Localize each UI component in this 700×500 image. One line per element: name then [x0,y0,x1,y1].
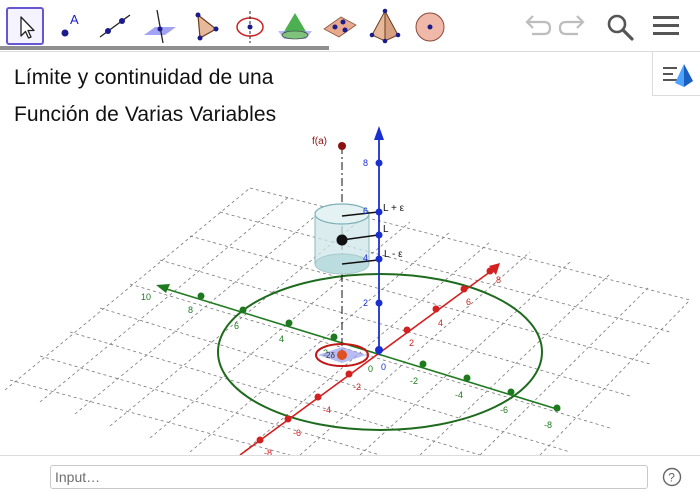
graphics-style-icon [663,64,693,87]
z-tick-label: 4 [363,253,368,263]
graphics-style-bar-button[interactable] [652,52,700,96]
y-tick-label: 10 [141,292,151,302]
x-tick-label: -8 [264,448,272,455]
polygon-tool-button[interactable] [186,7,224,45]
undo-icon [525,15,552,36]
x-tick-label: -4 [323,405,331,415]
y-tick-label: 4 [279,334,284,344]
fa-point[interactable] [338,142,346,150]
plane-three-points-tool-button[interactable] [321,7,359,45]
y-axis-ticks [197,292,561,412]
toolbar-progress-bar [0,46,329,50]
sphere-icon [415,12,445,42]
help-icon: ? [662,467,682,487]
domain-circle[interactable] [217,273,543,431]
input-field[interactable] [50,465,648,489]
search-button[interactable] [602,8,638,44]
line-icon [99,14,131,38]
fa-label: f(a) [312,136,327,147]
l-plus-segment [341,211,379,217]
y-tick-label: -8 [544,420,552,430]
toolbar-divider [0,51,700,52]
cone-icon [278,13,312,40]
title-line-2: Función de Varias Variables [14,103,277,126]
y-tick-label: 6 [234,321,239,331]
menu-button[interactable] [648,8,684,44]
point-a[interactable] [337,350,347,360]
circle-axis-icon [236,11,264,43]
z-tick-label: 2 [363,298,368,308]
cursor-arrow-icon [20,16,35,39]
origin-label-y: 0 [368,364,373,374]
point-tool-label: A [70,12,79,27]
x-axis-arrow [489,263,500,275]
sphere-tool-button[interactable] [411,7,449,45]
x-tick-label: 8 [496,275,501,285]
line-tool-button[interactable] [96,7,134,45]
point-tool-button[interactable]: A [50,7,88,45]
input-help-button[interactable]: ? [662,467,682,487]
y-tick-label: -6 [500,405,508,415]
point-l[interactable] [336,234,348,246]
y-tick-label: -2 [410,376,418,386]
z-axis-arrow [374,126,384,140]
delta-label: 2δ [326,351,335,360]
menu-icon [653,16,679,35]
plane-line-icon [144,9,176,44]
graphics-view-3d[interactable]: 10 8 6 4 2 -2 -4 -6 -8 -8 -6 -4 -2 2 4 6… [0,52,700,455]
l-label: L [383,224,389,235]
redo-icon [558,15,585,36]
epsilon-cylinder[interactable] [314,203,370,275]
pyramid-icon [369,8,401,44]
y-tick-label: 8 [188,305,193,315]
x-tick-label: -6 [293,428,301,438]
svg-text:?: ? [668,471,675,485]
undo-button[interactable] [518,8,554,44]
plane-points-icon [323,16,357,38]
x-axis[interactable] [239,265,499,455]
xy-plane-grid [4,187,691,455]
search-icon [607,14,634,41]
l-plus-epsilon-label: L + ε [383,203,405,214]
x-tick-label: -2 [353,382,361,392]
circle-axis-tool-button[interactable] [231,7,269,45]
z-axis-ticks [375,159,383,354]
y-axis-arrow [156,284,170,293]
point-icon: A [61,12,79,37]
l-segment [341,234,379,241]
pyramid-tool-button[interactable] [366,7,404,45]
l-minus-segment [341,259,379,265]
y-tick-label: -4 [455,390,463,400]
toolbar: A [0,0,700,52]
z-tick-label: 8 [363,158,368,168]
move-tool-button[interactable] [6,7,44,45]
x-axis-ticks [256,267,494,444]
input-bar-divider [0,455,700,456]
triangle-icon [195,12,219,41]
y-axis[interactable] [159,286,561,411]
perpendicular-plane-tool-button[interactable] [141,7,179,45]
l-minus-epsilon-label: L - ε [384,249,403,260]
x-tick-label: 2 [409,338,414,348]
x-tick-label: 6 [466,297,471,307]
z-tick-label: 6 [363,206,368,216]
intersect-surface-tool-button[interactable] [276,7,314,45]
delta-disk[interactable] [315,343,369,367]
x-tick-label: 4 [438,318,443,328]
origin-label-z: 0 [381,362,386,372]
title-line-1: Límite y continuidad de una [14,66,274,89]
redo-button[interactable] [556,8,592,44]
